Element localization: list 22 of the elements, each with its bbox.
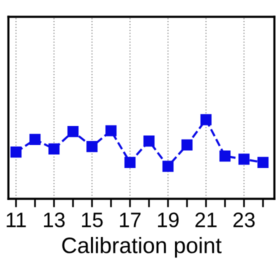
point — [86, 141, 98, 152]
x-tick-label: 13 — [44, 212, 65, 228]
point — [238, 154, 250, 165]
point — [162, 160, 174, 172]
x-axis-title: Calibration point — [62, 236, 222, 258]
x-tick-label: 23 — [233, 212, 255, 228]
x-tick-label: 19 — [158, 212, 179, 228]
point — [200, 114, 212, 126]
x-tick-label: 21 — [195, 212, 217, 228]
x-tick-label: 11 — [6, 212, 26, 228]
point — [181, 139, 193, 151]
point — [219, 150, 231, 162]
point — [10, 146, 22, 158]
point — [48, 143, 60, 155]
point — [67, 126, 79, 138]
point — [143, 135, 155, 147]
point — [124, 156, 136, 168]
x-tick-label: 17 — [120, 212, 141, 228]
point — [257, 156, 269, 168]
point — [29, 134, 41, 146]
x-tick-label: 15 — [82, 212, 103, 228]
point — [105, 125, 117, 136]
